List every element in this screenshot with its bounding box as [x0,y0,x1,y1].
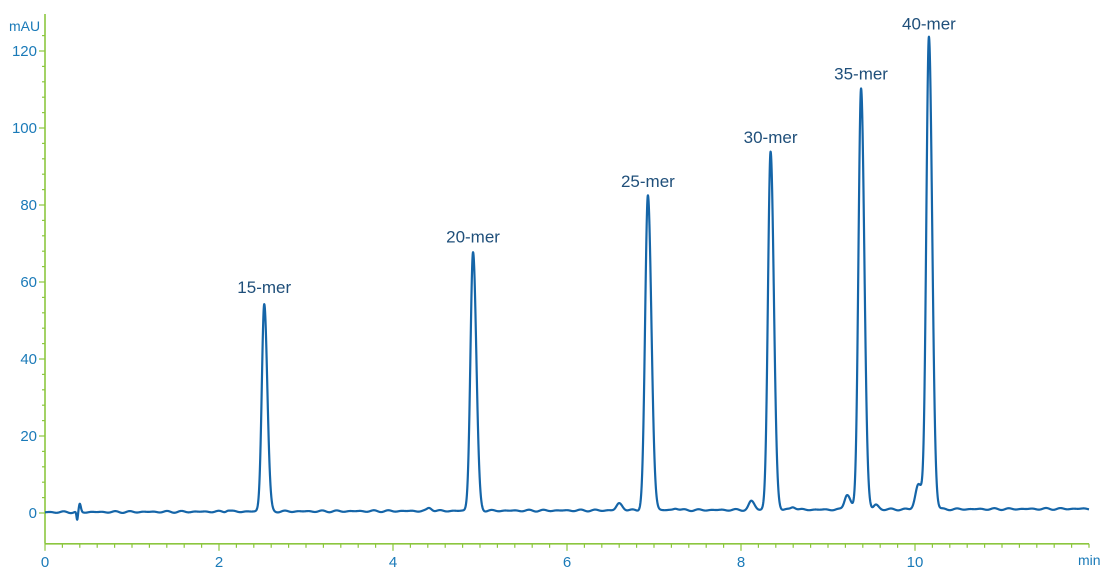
x-tick-label: 2 [215,554,223,568]
peak-label: 20-mer [446,227,500,246]
y-axis-unit-label: mAU [9,18,40,34]
chromatogram-trace [44,35,1090,521]
peak-label: 40-mer [902,14,956,33]
peak-label: 15-mer [237,278,291,297]
peak-label: 30-mer [744,128,798,147]
y-tick-label: 40 [20,351,37,368]
x-axis-unit-label: min [1078,552,1101,568]
peak-label: 35-mer [834,64,888,83]
y-tick-label: 120 [12,43,37,60]
ticks [39,34,1090,551]
y-tick-label: 100 [12,120,37,137]
x-tick-label: 0 [41,554,49,568]
x-tick-label: 8 [737,554,745,568]
x-tick-label: 10 [907,554,924,568]
peak-label: 25-mer [621,172,675,191]
x-tick-label: 6 [563,554,571,568]
y-tick-label: 60 [20,274,37,291]
y-tick-label: 80 [20,197,37,214]
y-tick-label: 0 [29,505,37,522]
peak-labels: 15-mer 20-mer 25-mer 30-mer 35-mer 40-mer [237,14,956,297]
x-tick-label: 4 [389,554,397,568]
y-tick-label: 20 [20,428,37,445]
